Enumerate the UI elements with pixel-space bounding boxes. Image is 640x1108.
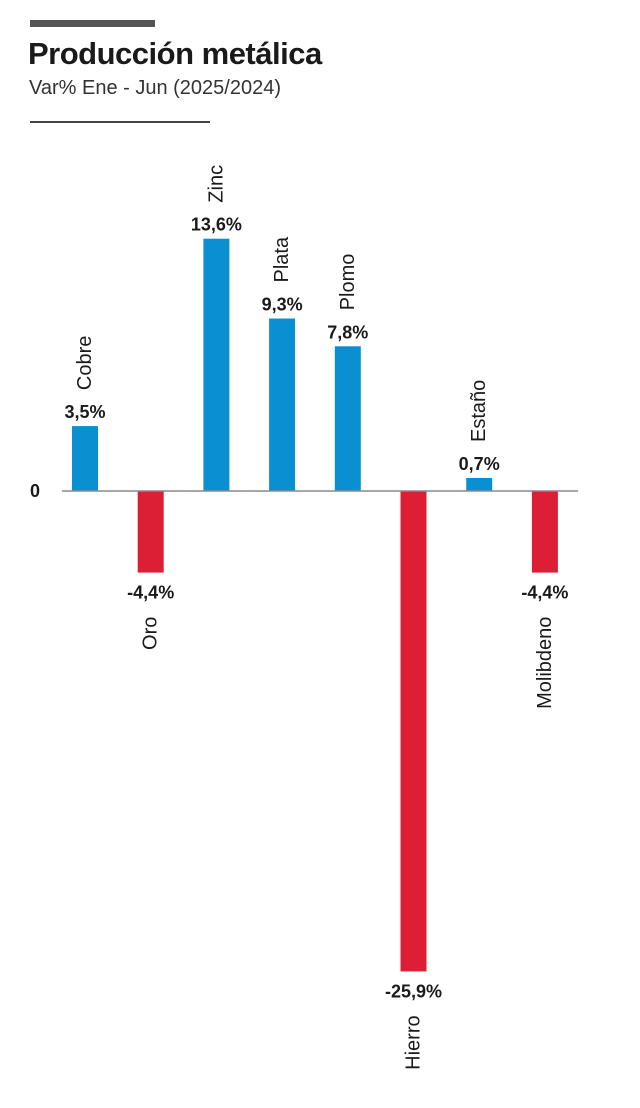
category-label-oro: Oro <box>140 617 162 650</box>
category-label-zinc: Zinc <box>205 165 227 203</box>
value-label-plata: 9,3% <box>262 295 303 315</box>
bar-hierro <box>400 491 427 972</box>
bar-plata <box>269 318 296 491</box>
category-label-hierro: Hierro <box>403 1015 425 1069</box>
category-label-plomo: Plomo <box>337 254 359 311</box>
zero-tick-label: 0 <box>30 481 40 501</box>
bar-plomo <box>334 346 361 491</box>
value-label-cobre: 3,5% <box>64 402 105 422</box>
category-label-estano: Estaño <box>468 380 490 442</box>
top-rule <box>30 20 155 27</box>
category-label-molibdeno: Molibdeno <box>534 617 556 709</box>
value-label-estano: 0,7% <box>459 454 500 474</box>
subtitle-rule <box>30 121 210 123</box>
value-label-zinc: 13,6% <box>191 215 242 235</box>
value-label-hierro: -25,9% <box>385 981 442 1001</box>
category-label-plata: Plata <box>271 236 293 282</box>
bar-molibdeno <box>531 491 558 573</box>
bar-oro <box>137 491 164 573</box>
value-label-molibdeno: -4,4% <box>521 583 568 603</box>
bar-cobre <box>72 426 98 491</box>
category-label-cobre: Cobre <box>74 336 96 390</box>
bar-zinc <box>203 238 230 491</box>
labels-group: 3,5% Cobre -4,4% Oro 13,6% Zinc 9,3% Plata 7,8% P… <box>64 165 568 1070</box>
bars-group <box>72 238 558 972</box>
value-label-oro: -4,4% <box>127 583 174 603</box>
value-label-plomo: 7,8% <box>327 322 368 342</box>
chart-subtitle: Var% Ene - Jun (2025/2024) <box>29 77 282 99</box>
bar-estano <box>466 478 493 491</box>
chart-title: Producción metálica <box>28 36 322 71</box>
